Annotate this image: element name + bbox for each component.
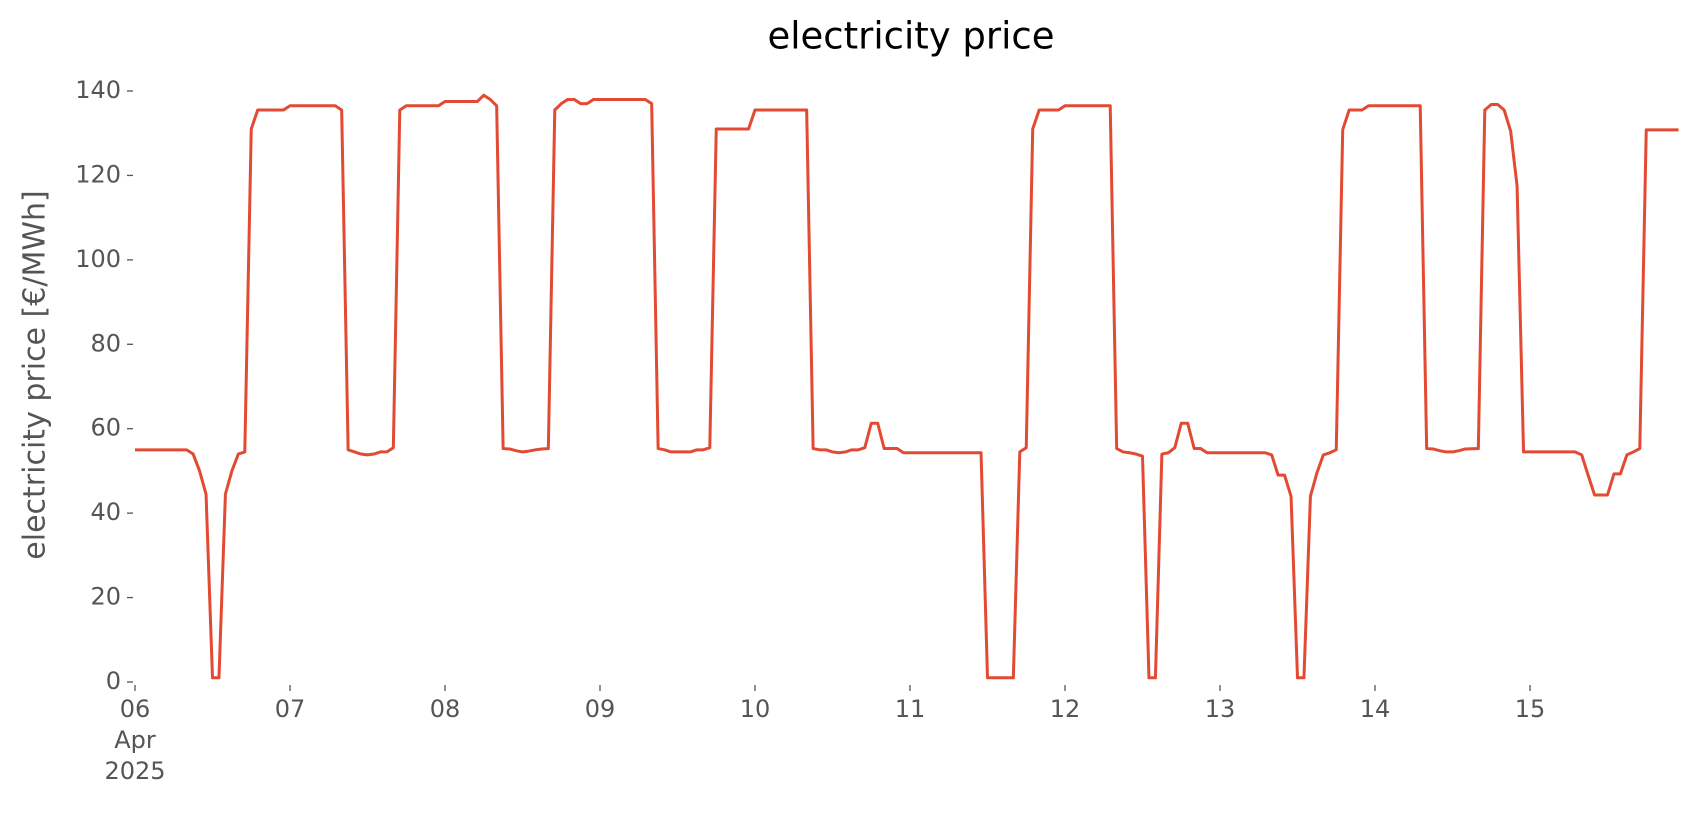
x-tick-label: 06 Apr 2025: [104, 695, 166, 785]
x-tick-label: 14: [1359, 695, 1391, 723]
x-tick-label: 15: [1514, 695, 1546, 723]
y-tick-label: 0: [106, 667, 121, 695]
chart-title: electricity price: [767, 15, 1054, 58]
x-tick-label: 11: [894, 695, 926, 723]
x-tick-label: 07: [274, 695, 306, 723]
price-line: [135, 93, 1679, 680]
x-tick-label: 13: [1204, 695, 1236, 723]
x-tick-label: 08: [429, 695, 461, 723]
y-tick-label: 60: [90, 414, 121, 442]
y-tick-label: 120: [75, 160, 121, 188]
y-tick-label: 40: [90, 498, 121, 526]
x-tick-label: 12: [1049, 695, 1081, 723]
y-tick-label: 80: [90, 329, 121, 357]
y-axis-label: electricity price [€/MWh]: [18, 190, 53, 559]
x-tick-label: 09: [584, 695, 616, 723]
y-tick-label: 20: [90, 583, 121, 611]
y-tick-label: 140: [75, 76, 121, 104]
y-tick-label: 100: [75, 245, 121, 273]
x-tick-label: 10: [739, 695, 771, 723]
